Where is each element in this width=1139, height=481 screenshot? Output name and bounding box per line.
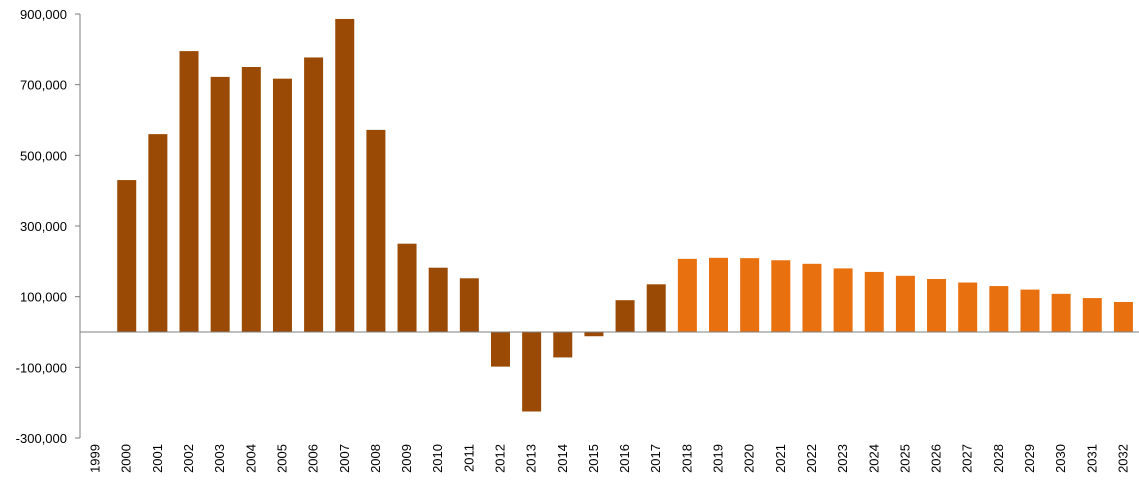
bar-2004	[241, 67, 261, 332]
x-tick-label: 2032	[1115, 444, 1130, 473]
x-tick-label: 2016	[617, 444, 632, 473]
bar-2028	[989, 286, 1009, 332]
x-tick-label: 2008	[368, 444, 383, 473]
x-tick-label: 2030	[1053, 444, 1068, 473]
x-tick-label: 2026	[929, 444, 944, 473]
bar-2006	[304, 57, 324, 333]
x-tick-label: 2029	[1022, 444, 1037, 473]
x-tick-label: 2006	[306, 444, 321, 473]
bar-2000	[117, 180, 137, 332]
y-tick-label: 900,000	[20, 7, 67, 22]
x-tick-label: 2010	[430, 444, 445, 473]
y-tick-label: 500,000	[20, 148, 67, 163]
x-tick-label: 2027	[960, 444, 975, 473]
bar-2026	[927, 279, 947, 332]
bar-2022	[802, 263, 822, 332]
bar-2015	[584, 332, 604, 337]
x-axis: 1999 2000 2001 2002 2003 2004 2005 2006 2007 2008…	[80, 331, 1139, 473]
bar-2010	[428, 267, 448, 332]
bar-2020	[740, 258, 760, 332]
bar-2031	[1082, 298, 1102, 332]
x-tick-label: 1999	[88, 444, 103, 473]
x-tick-label: 2014	[555, 444, 570, 473]
y-tick-label: -300,000	[16, 431, 67, 446]
y-tick-label: 700,000	[20, 78, 67, 93]
bar-2013	[522, 332, 542, 412]
x-tick-label: 2003	[212, 444, 227, 473]
x-tick-label: 2012	[492, 444, 507, 473]
bars	[117, 18, 1133, 412]
x-tick-label: 2009	[399, 444, 414, 473]
bar-2014	[553, 332, 573, 358]
x-tick-label: 2005	[274, 444, 289, 473]
bar-2007	[335, 18, 355, 332]
bar-2012	[490, 332, 510, 367]
x-tick-label: 2023	[835, 444, 850, 473]
x-tick-label: 2019	[711, 444, 726, 473]
bar-2023	[833, 268, 853, 332]
x-tick-label: 2024	[866, 444, 881, 473]
bar-2009	[397, 243, 417, 332]
y-tick-label: 100,000	[20, 290, 67, 305]
bar-2003	[210, 76, 230, 332]
bar-2005	[272, 78, 292, 332]
x-tick-label: 2001	[150, 444, 165, 473]
x-tick-label: 2025	[897, 444, 912, 473]
bar-2024	[864, 271, 884, 332]
x-tick-label: 2031	[1084, 444, 1099, 473]
bar-2017	[646, 284, 666, 332]
x-tick-label: 2028	[991, 444, 1006, 473]
bar-2029	[1020, 289, 1040, 332]
x-tick-label: 2013	[524, 444, 539, 473]
x-tick-label: 2018	[679, 444, 694, 473]
y-axis: -300,000 -100,000 100,000 300,000 500,000 700…	[16, 7, 81, 446]
bar-2008	[366, 129, 386, 332]
x-tick-label: 2004	[243, 444, 258, 473]
x-tick-label: 2021	[773, 444, 788, 473]
bar-2025	[895, 275, 915, 332]
y-tick-label: 300,000	[20, 219, 67, 234]
y-tick-label: -100,000	[16, 360, 67, 375]
x-tick-label: 2002	[181, 444, 196, 473]
x-tick-label: 2007	[337, 444, 352, 473]
bar-2018	[677, 258, 697, 332]
bar-2032	[1113, 301, 1133, 332]
x-tick-label: 2022	[804, 444, 819, 473]
bar-2021	[771, 260, 791, 332]
bar-2027	[958, 282, 978, 332]
bar-2002	[179, 51, 199, 332]
x-tick-label: 2015	[586, 444, 601, 473]
bar-2030	[1051, 293, 1071, 332]
bar-2016	[615, 300, 635, 332]
bar-2001	[148, 134, 168, 332]
x-tick-label: 2000	[119, 444, 134, 473]
x-tick-label: 2011	[461, 444, 476, 472]
bar-2019	[709, 257, 729, 332]
x-tick-label: 2017	[648, 444, 663, 473]
x-tick-label: 2020	[742, 444, 757, 473]
bar-2011	[459, 278, 479, 332]
